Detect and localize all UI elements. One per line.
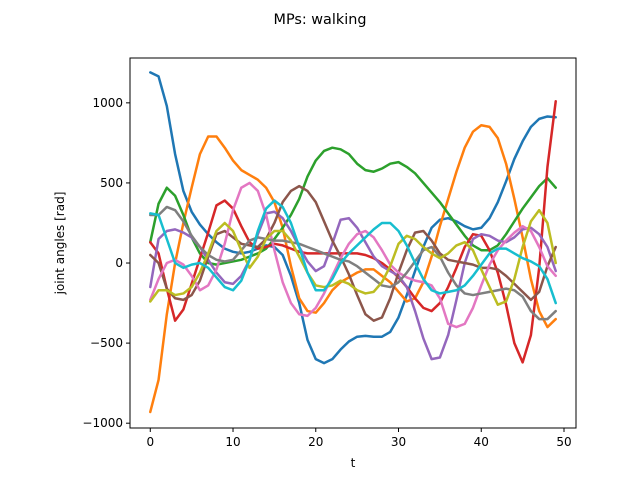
x-axis-ticks: 0 10 20 30 40 50 (146, 428, 572, 449)
series-line-10 (149, 199, 557, 305)
y-tick-label: 1000 (92, 96, 123, 110)
y-tick-label: 500 (100, 176, 123, 190)
series-line-8 (149, 205, 557, 321)
y-tick-label: 0 (115, 256, 123, 270)
x-tick-label: 20 (308, 435, 323, 449)
series-line-7 (149, 181, 557, 329)
series-line-5 (149, 210, 557, 361)
y-tick-label: −500 (90, 336, 123, 350)
x-tick-label: 50 (556, 435, 571, 449)
plot-lines (149, 71, 557, 414)
series-line-9 (149, 208, 557, 306)
x-tick-label: 30 (391, 435, 406, 449)
x-tick-label: 0 (146, 435, 154, 449)
y-axis-label: joint angles [rad] (53, 192, 67, 296)
chart-title: MPs: walking (274, 12, 367, 28)
series-line-1 (149, 71, 557, 365)
series-line-2 (149, 124, 557, 414)
x-tick-label: 40 (474, 435, 489, 449)
plot-frame (129, 57, 577, 429)
x-axis-label: t (351, 456, 356, 470)
series-line-4 (149, 100, 557, 364)
x-tick-label: 10 (225, 435, 240, 449)
y-axis-ticks: −1000 −500 0 500 1000 (82, 96, 130, 430)
y-tick-label: −1000 (82, 416, 123, 430)
